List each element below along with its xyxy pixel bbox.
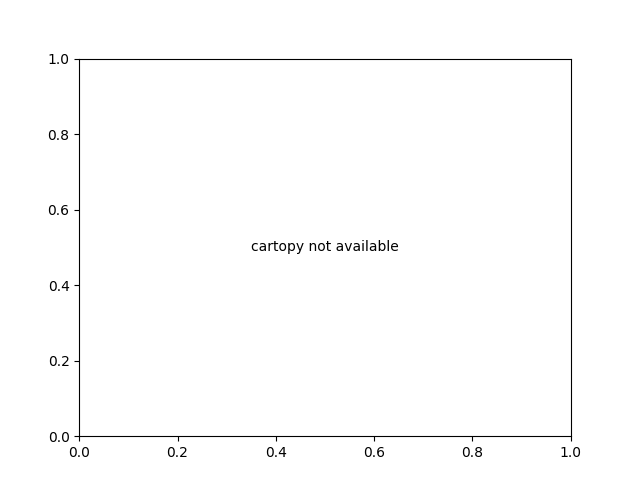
Text: cartopy not available: cartopy not available <box>251 241 399 254</box>
